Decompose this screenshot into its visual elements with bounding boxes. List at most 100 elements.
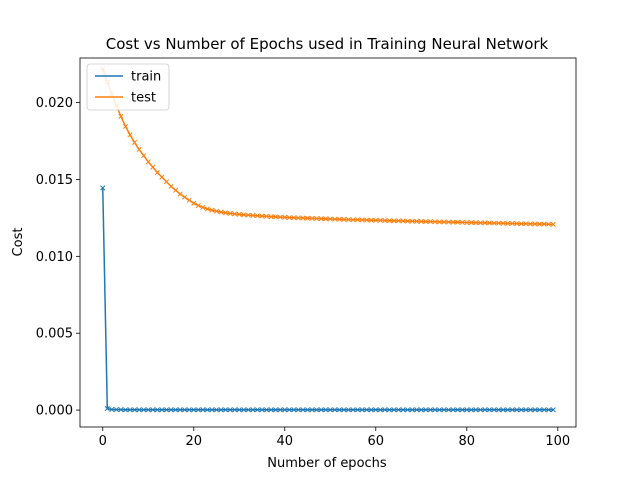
data-point-train xyxy=(150,407,156,413)
data-point-test xyxy=(409,218,415,224)
data-point-test xyxy=(350,217,356,223)
data-point-train xyxy=(455,407,461,413)
data-point-train xyxy=(223,407,229,413)
data-point-train xyxy=(409,407,415,413)
data-point-test xyxy=(414,218,420,224)
data-point-test xyxy=(395,218,402,224)
y-tick-label: 0.005 xyxy=(36,327,73,342)
data-point-test xyxy=(327,216,333,222)
data-point-train xyxy=(200,407,206,413)
data-point-test xyxy=(145,159,151,165)
data-point-test xyxy=(191,200,197,206)
data-point-train xyxy=(300,407,306,413)
data-point-train xyxy=(468,407,474,413)
y-tick-label: 0.000 xyxy=(36,404,73,419)
data-point-test xyxy=(241,212,247,218)
data-point-train xyxy=(209,407,215,413)
data-point-train xyxy=(318,407,324,413)
data-point-train xyxy=(132,407,138,413)
data-point-test xyxy=(332,216,338,222)
data-point-train xyxy=(505,407,511,413)
data-point-test xyxy=(150,164,156,170)
data-point-train xyxy=(382,407,388,413)
data-point-train xyxy=(364,407,370,413)
chart-title: Cost vs Number of Epochs used in Trainin… xyxy=(106,35,549,53)
data-point-test xyxy=(386,218,392,224)
data-point-train xyxy=(295,407,301,413)
data-point-train xyxy=(259,407,265,413)
data-point-test xyxy=(195,203,201,209)
data-point-train xyxy=(122,407,129,413)
data-point-test xyxy=(391,218,397,224)
data-point-train xyxy=(436,407,443,413)
data-point-train xyxy=(464,407,470,413)
data-point-test xyxy=(218,209,224,215)
x-axis-label: Number of epochs xyxy=(267,456,387,471)
data-point-train xyxy=(104,405,110,412)
data-point-train xyxy=(514,407,520,413)
data-point-test xyxy=(236,211,242,217)
data-point-test xyxy=(323,216,329,222)
data-point-test xyxy=(227,210,233,216)
data-point-train xyxy=(423,407,429,413)
data-point-train xyxy=(373,407,379,413)
data-point-train xyxy=(250,407,256,413)
data-point-test xyxy=(182,194,188,200)
data-point-test xyxy=(132,140,138,146)
data-point-test xyxy=(455,219,461,225)
data-point-test xyxy=(382,217,388,224)
legend-label-test: test xyxy=(131,91,156,106)
data-point-train xyxy=(118,407,124,413)
axes-frame xyxy=(79,57,577,428)
data-point-train xyxy=(377,407,383,413)
data-point-train xyxy=(350,407,356,413)
data-point-train xyxy=(459,407,465,413)
data-point-train xyxy=(395,407,402,413)
data-point-test xyxy=(400,218,406,224)
data-point-test xyxy=(291,215,297,221)
data-point-test xyxy=(232,211,238,217)
data-point-test xyxy=(532,221,538,227)
data-point-test xyxy=(405,218,411,224)
data-point-test xyxy=(345,217,352,223)
data-point-test xyxy=(295,215,301,221)
data-point-train xyxy=(405,407,411,413)
data-point-train xyxy=(532,407,538,413)
data-point-train xyxy=(227,407,233,413)
data-point-test xyxy=(273,214,279,220)
data-point-train xyxy=(327,407,333,413)
data-point-train xyxy=(232,407,238,413)
data-point-test xyxy=(368,217,374,223)
data-point-test xyxy=(300,215,306,221)
data-point-test xyxy=(154,169,160,176)
data-point-test xyxy=(309,215,315,221)
data-point-train xyxy=(254,407,261,413)
data-point-test xyxy=(318,216,324,222)
legend: train test xyxy=(86,63,170,111)
data-point-test xyxy=(496,220,502,226)
data-point-test xyxy=(450,219,456,225)
data-point-train xyxy=(277,407,283,413)
data-point-test xyxy=(518,221,524,227)
data-point-test xyxy=(159,174,165,180)
x-tick-label: 80 xyxy=(459,434,476,449)
data-point-test xyxy=(500,220,506,226)
y-tick-label: 0.015 xyxy=(36,173,73,188)
data-point-train xyxy=(441,407,447,413)
y-axis-label: Cost xyxy=(11,228,26,257)
data-point-train xyxy=(446,407,452,413)
data-point-train xyxy=(159,407,165,413)
x-tick-label: 40 xyxy=(276,434,293,449)
data-point-train xyxy=(473,407,479,413)
data-point-train xyxy=(282,407,288,413)
data-point-train xyxy=(450,407,456,413)
data-point-train xyxy=(477,407,483,413)
y-tick-label: 0.020 xyxy=(36,96,73,111)
legend-label-train: train xyxy=(131,70,161,85)
data-point-train xyxy=(345,407,352,413)
data-point-train xyxy=(145,407,151,413)
data-point-train xyxy=(268,407,274,413)
data-point-test xyxy=(423,219,429,225)
data-point-train xyxy=(109,406,115,413)
data-point-train xyxy=(491,407,497,413)
